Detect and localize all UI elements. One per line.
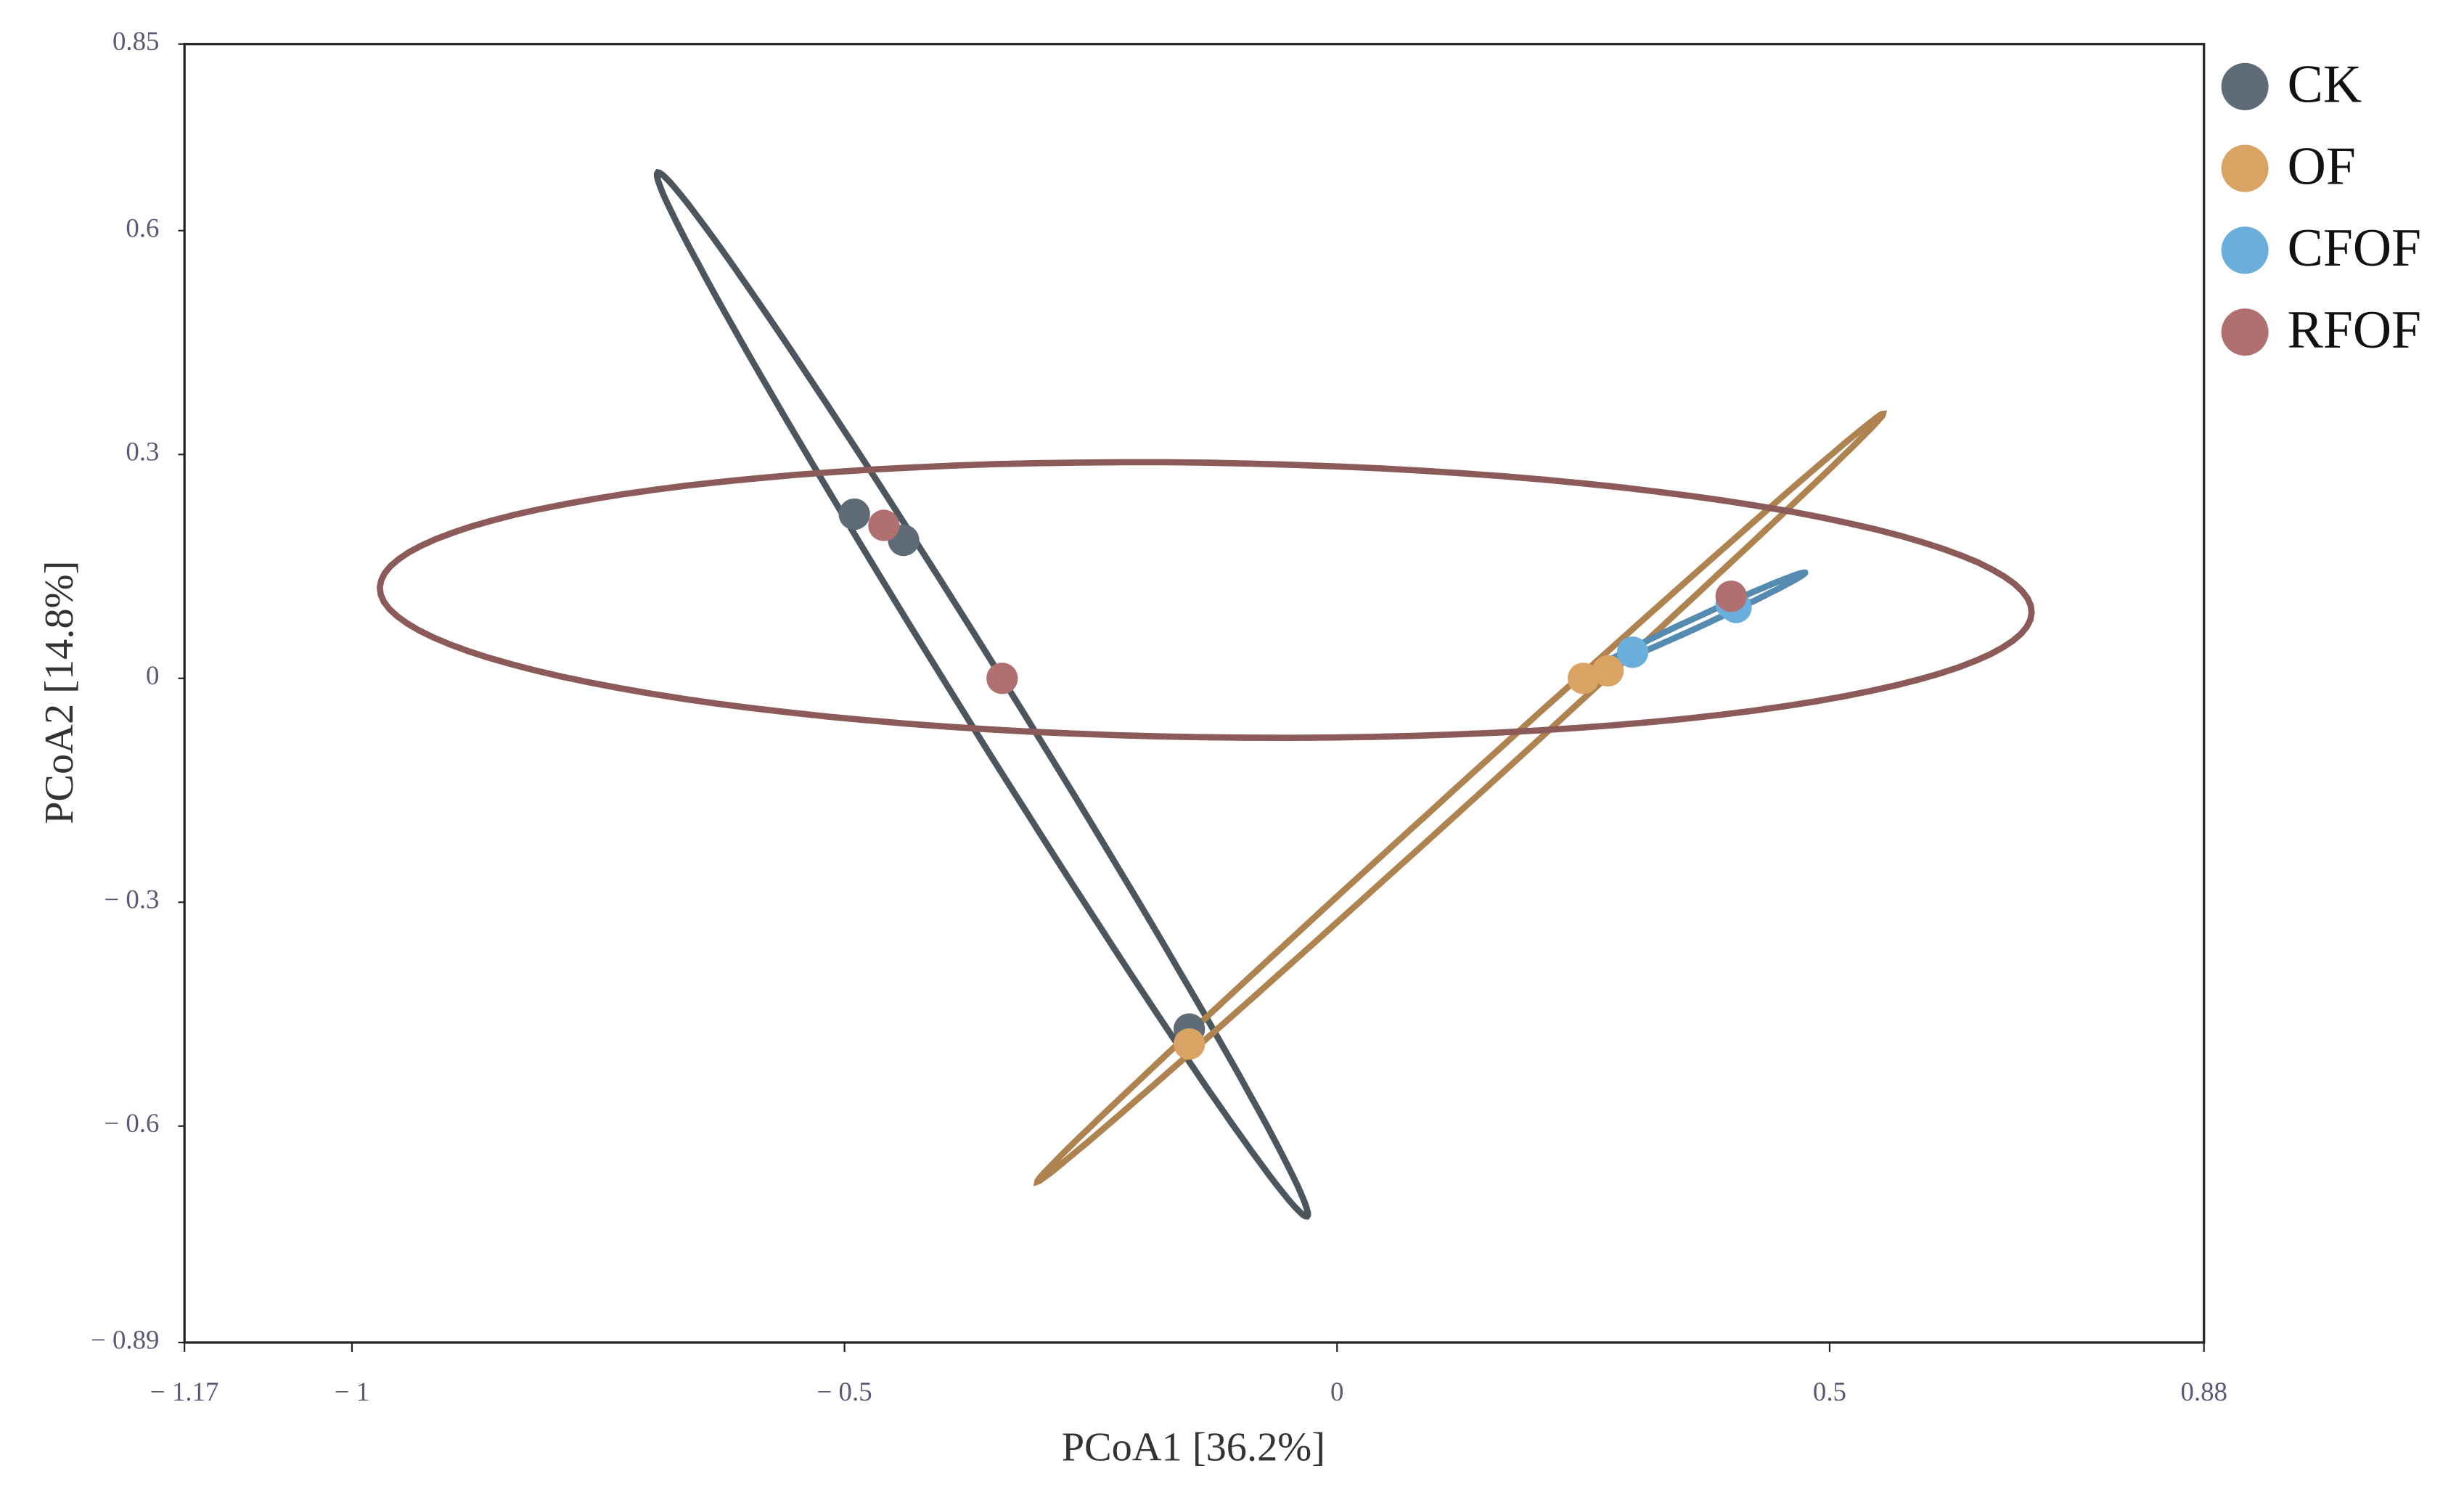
y-tick-label: 0	[146, 660, 159, 690]
x-tick-label: 0.88	[2180, 1377, 2227, 1406]
legend-marker	[2221, 308, 2269, 356]
x-tick-label: − 1	[335, 1377, 369, 1406]
x-tick-label: 0.5	[1813, 1377, 1846, 1406]
point	[1616, 636, 1649, 668]
legend-label: RFOF	[2288, 300, 2421, 359]
point	[1715, 580, 1747, 612]
legend-marker	[2221, 144, 2269, 192]
x-tick-label: − 1.17	[150, 1377, 219, 1406]
point	[1567, 663, 1600, 694]
legend-marker	[2221, 62, 2269, 110]
legend-label: CK	[2288, 54, 2362, 114]
y-tick-label: − 0.3	[104, 885, 159, 914]
points	[838, 498, 1752, 1060]
y-tick-label: − 0.6	[104, 1108, 159, 1138]
point	[1173, 1028, 1206, 1060]
x-tick-label: 0	[1330, 1377, 1343, 1406]
x-axis-title: PCoA1 [36.2%]	[1062, 1425, 1325, 1470]
y-tick-label: − 0.89	[91, 1324, 160, 1354]
point	[868, 509, 900, 541]
confidence-ellipse	[1033, 410, 1887, 1186]
y-tick-label: 0.3	[126, 437, 159, 467]
ellipses	[376, 168, 2035, 1220]
point	[1592, 655, 1624, 687]
legend-label: OF	[2288, 136, 2356, 195]
plot-frame	[183, 43, 2206, 1344]
y-axis-title: PCoA2 [14.8%]	[37, 561, 82, 824]
legend-marker	[2221, 226, 2269, 274]
legend-label: CFOF	[2288, 218, 2421, 277]
confidence-ellipse	[376, 459, 2035, 742]
point	[986, 663, 1018, 694]
point	[838, 498, 870, 530]
confidence-ellipse	[653, 168, 1311, 1220]
x-tick-label: − 0.5	[817, 1377, 872, 1406]
y-tick-label: 0.85	[112, 26, 160, 56]
y-tick-label: 0.6	[126, 213, 159, 242]
